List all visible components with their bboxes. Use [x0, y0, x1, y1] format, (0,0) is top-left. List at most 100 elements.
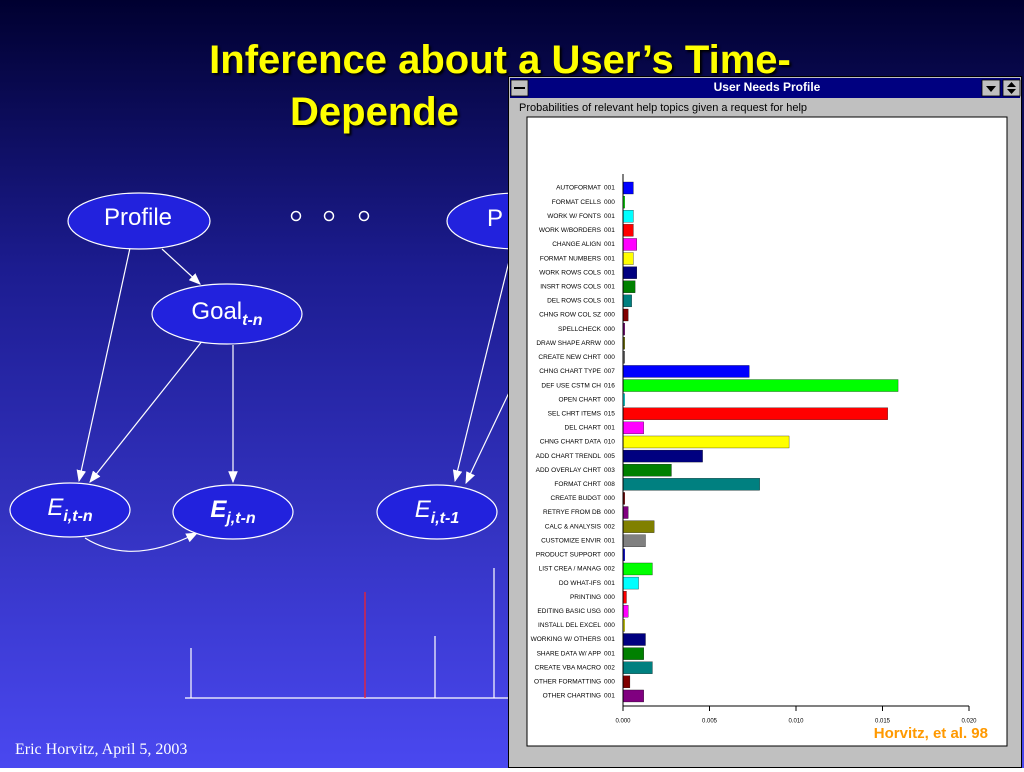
value-label: 000: [604, 312, 615, 319]
node-label: Ei,t-1: [377, 496, 497, 528]
value-label: 001: [604, 185, 615, 192]
citation: Horvitz, et al. 98: [874, 725, 988, 742]
timeline: [185, 568, 510, 699]
node-label: Goal: [191, 298, 243, 325]
value-label: 000: [604, 340, 615, 347]
value-label: 001: [604, 425, 615, 432]
bar: [622, 534, 646, 547]
category-label: FORMAT CHRT: [554, 481, 601, 488]
bar: [622, 647, 644, 660]
value-label: 001: [604, 213, 615, 220]
bar: [622, 449, 703, 463]
node-label: Ei,t-n: [10, 494, 130, 526]
maximize-button[interactable]: [1002, 79, 1021, 97]
bar: [622, 675, 631, 688]
value-label: 001: [604, 636, 615, 643]
category-label: SEL CHRT ITEMS: [548, 410, 602, 417]
value-label: 001: [604, 255, 615, 262]
bar: [622, 506, 629, 519]
value-label: 001: [604, 298, 615, 305]
x-tick-label: 0.005: [702, 719, 718, 725]
bar: [622, 689, 644, 703]
node-subscript: i,t-1: [430, 509, 460, 527]
value-label: 007: [604, 368, 615, 375]
value-label: 016: [604, 382, 615, 389]
category-label: LIST CREA / MANAG: [539, 566, 601, 573]
category-label: DO WHAT-IFS: [559, 580, 602, 587]
category-label: SHARE DATA W/ APP: [537, 650, 601, 657]
x-tick-label: 0.000: [615, 719, 631, 725]
window-content: User Needs Profile Probabilities of rele…: [510, 78, 1021, 747]
category-label: WORKING W/ OTHERS: [531, 636, 602, 643]
window: User Needs Profile Probabilities of rele…: [508, 76, 1022, 768]
category-label: AUTOFORMAT: [556, 185, 601, 192]
bar: [622, 252, 634, 265]
bar: [622, 435, 790, 449]
node-label: P: [487, 205, 504, 232]
category-label: WORK W/ FONTS: [547, 213, 601, 220]
ellipsis-dots: [290, 210, 370, 222]
bar: [622, 605, 629, 618]
value-label: 000: [604, 679, 615, 686]
value-label: 008: [604, 481, 615, 488]
plot-area: [526, 116, 1008, 747]
category-label: DEL ROWS COLS: [547, 298, 602, 305]
category-label: DRAW SHAPE ARRW: [536, 340, 602, 347]
category-label: CUSTOMIZE ENVIR: [541, 537, 601, 544]
value-label: 015: [604, 410, 615, 417]
category-label: WORK ROWS COLS: [539, 269, 601, 276]
category-label: CREATE VBA MACRO: [535, 664, 601, 671]
bar: [622, 407, 888, 420]
node-shapes: [9, 192, 590, 540]
category-label: INSTALL DEL EXCEL: [538, 622, 601, 629]
value-label: 001: [604, 227, 615, 234]
value-label: 000: [604, 608, 615, 615]
edges: [76, 247, 516, 552]
category-label: CHNG CHART TYPE: [539, 368, 601, 375]
category-label: FORMAT CELLS: [552, 199, 602, 206]
category-label: OTHER FORMATTING: [534, 679, 601, 686]
category-label: OTHER CHARTING: [543, 693, 601, 700]
category-label: CHANGE ALIGN: [552, 241, 601, 248]
chart-title: Probabilities of relevant help topics gi…: [519, 102, 807, 114]
bar: [622, 238, 637, 251]
bar: [622, 379, 899, 392]
bar: [622, 308, 629, 322]
category-label: ADD CHART TRENDL: [536, 453, 602, 460]
bar: [622, 181, 634, 195]
value-label: 005: [604, 453, 615, 460]
node-label: E: [414, 496, 431, 523]
bar: [622, 661, 653, 674]
bar: [622, 464, 672, 477]
bar: [622, 280, 636, 293]
window-title: User Needs Profile: [714, 80, 821, 94]
x-tick-label: 0.010: [788, 719, 804, 725]
bar: [622, 591, 627, 604]
value-label: 001: [604, 283, 615, 290]
category-label: CREATE BUDGT: [551, 495, 601, 502]
value-label: 001: [604, 269, 615, 276]
category-label: PRINTING: [570, 594, 601, 601]
value-label: 000: [604, 552, 615, 559]
category-label: ADD OVERLAY CHRT: [536, 467, 601, 474]
category-label: OPEN CHART: [559, 396, 602, 403]
category-label: PRODUCT SUPPORT: [536, 552, 601, 559]
footer: Eric Horvitz, April 5, 2003: [15, 741, 188, 758]
node-label: Goalt-n: [152, 298, 302, 330]
bar: [622, 562, 653, 576]
value-label: 001: [604, 537, 615, 544]
category-label: RETRYE FROM DB: [543, 509, 601, 516]
node-label: E: [210, 496, 227, 523]
category-label: INSRT ROWS COLS: [540, 283, 601, 290]
value-label: 001: [604, 580, 615, 587]
value-label: 001: [604, 693, 615, 700]
value-label: 001: [604, 650, 615, 657]
x-tick-label: 0.015: [875, 719, 891, 725]
category-label: SPELLCHECK: [558, 326, 602, 333]
bar: [622, 210, 634, 223]
category-label: CALC & ANALYSIS: [545, 523, 602, 530]
category-label: CREATE NEW CHRT: [538, 354, 601, 361]
value-label: 002: [604, 664, 615, 671]
value-label: 000: [604, 326, 615, 333]
category-label: WORK W/BORDERS: [539, 227, 602, 234]
